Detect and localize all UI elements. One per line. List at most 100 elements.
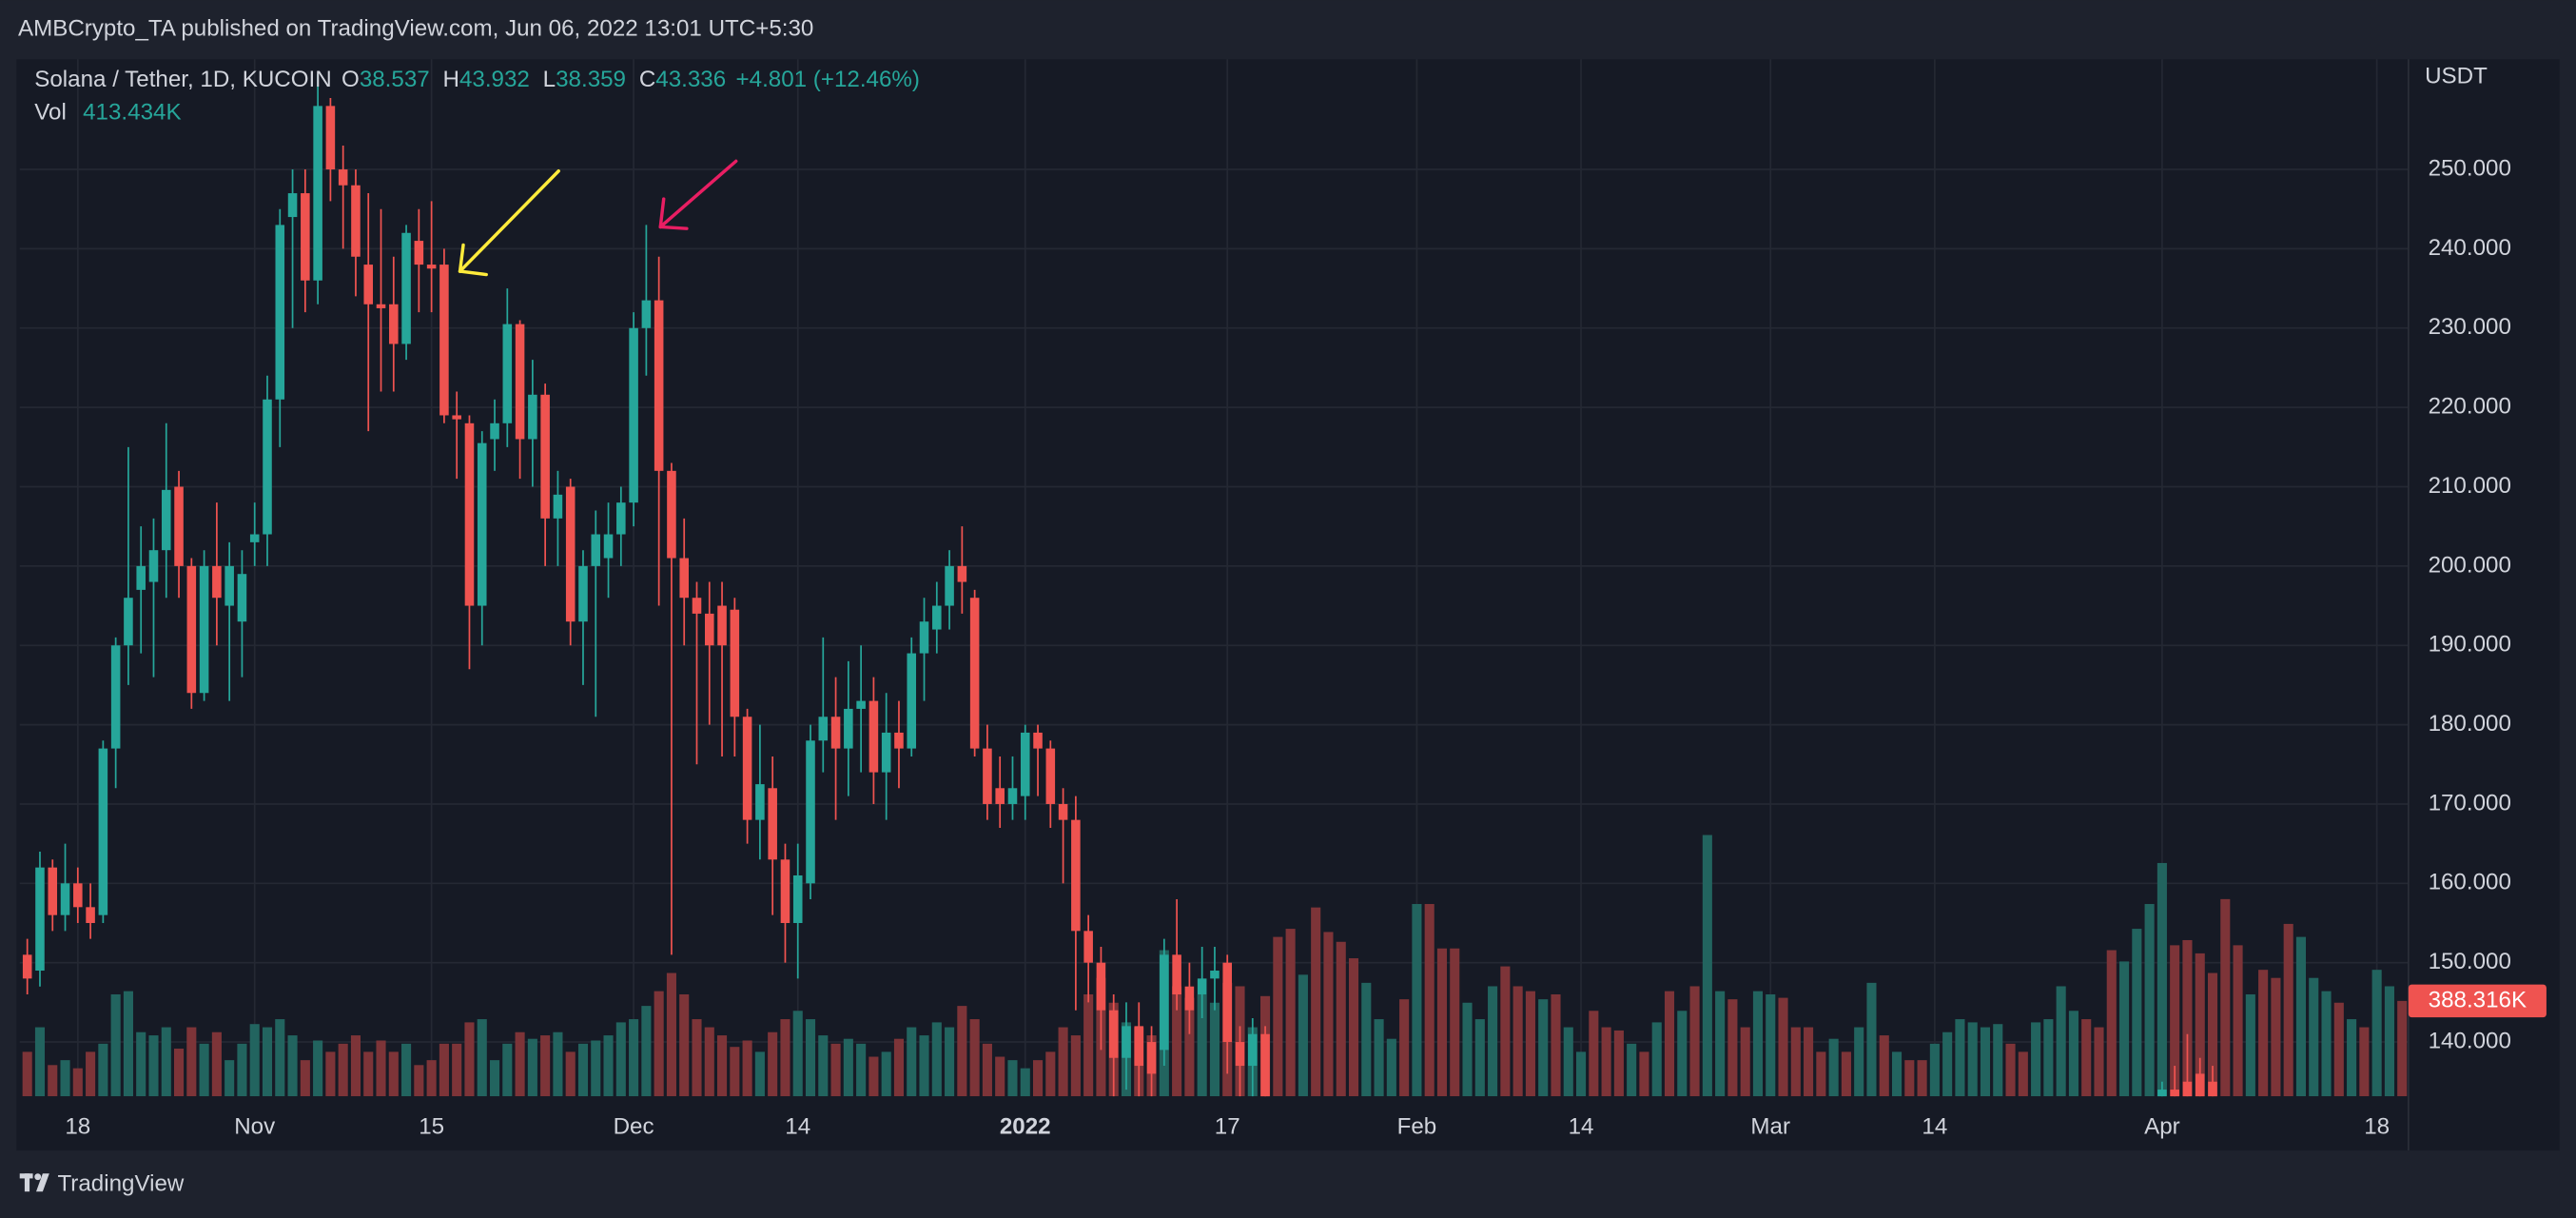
volume-bar bbox=[1790, 1027, 1801, 1097]
candle-body bbox=[35, 867, 45, 972]
volume-bar bbox=[186, 1027, 197, 1097]
candle-body bbox=[2182, 1081, 2193, 1097]
volume-bar bbox=[629, 1019, 639, 1097]
candle-body bbox=[540, 394, 550, 519]
volume-bar bbox=[1993, 1024, 2003, 1097]
candle-body bbox=[212, 565, 222, 599]
candle-body bbox=[1134, 1026, 1144, 1067]
volume-bar bbox=[86, 1051, 96, 1097]
volume-bar bbox=[2271, 977, 2281, 1097]
volume-bar bbox=[1664, 991, 1675, 1097]
volume-bar bbox=[1904, 1060, 1915, 1097]
candle-body bbox=[1071, 819, 1081, 932]
volume-bar bbox=[110, 993, 121, 1097]
candle-body bbox=[363, 265, 374, 304]
volume-bar bbox=[1551, 993, 1561, 1097]
volume-bar bbox=[1980, 1027, 1991, 1097]
volume-bar bbox=[1348, 958, 1359, 1097]
candle-body bbox=[1248, 1033, 1258, 1067]
x-tick-label: 17 bbox=[1215, 1113, 1240, 1139]
volume-bar bbox=[1828, 1038, 1839, 1097]
candle-body bbox=[22, 954, 32, 979]
volume-bar bbox=[2170, 945, 2180, 1097]
volume-bar bbox=[2359, 1027, 2370, 1097]
volume-bar bbox=[1639, 1051, 1649, 1097]
volume-bar bbox=[1766, 993, 1776, 1097]
candle-body bbox=[692, 598, 702, 614]
candle-body bbox=[60, 883, 70, 915]
candle-body bbox=[174, 486, 184, 566]
volume-bar bbox=[945, 1027, 955, 1097]
candle-body bbox=[73, 883, 83, 908]
volume-bar bbox=[818, 1035, 829, 1097]
last-volume-label: 388.316K bbox=[2429, 987, 2527, 1012]
volume-bar bbox=[2258, 970, 2269, 1097]
y-tick-label: 190.000 bbox=[2429, 632, 2511, 658]
candle-body bbox=[578, 565, 588, 622]
candle-body bbox=[1172, 954, 1181, 995]
candle-body bbox=[263, 399, 272, 535]
volume-bar bbox=[350, 1035, 361, 1097]
volume-bar bbox=[1816, 1051, 1826, 1097]
candle-body bbox=[148, 550, 159, 582]
c-label: C bbox=[639, 67, 655, 92]
symbol: Solana / Tether, 1D, KUCOIN bbox=[34, 67, 331, 92]
candle-body bbox=[2208, 1081, 2217, 1097]
candle-layer bbox=[22, 74, 2217, 1097]
volume-bar bbox=[654, 991, 664, 1097]
y-tick-label: 240.000 bbox=[2429, 235, 2511, 261]
volume-bar bbox=[1854, 1027, 1864, 1097]
volume-bar bbox=[717, 1035, 728, 1097]
volume-bar bbox=[1866, 982, 1877, 1097]
volume-bar bbox=[2295, 936, 2307, 1097]
volume-bar bbox=[615, 1022, 626, 1097]
yellow-arrow bbox=[458, 169, 560, 277]
volume-bar bbox=[60, 1060, 70, 1097]
volume-bar bbox=[161, 1027, 171, 1097]
y-tick-label: 150.000 bbox=[2429, 949, 2511, 974]
volume-bar bbox=[237, 1043, 247, 1097]
candle-body bbox=[325, 106, 336, 170]
volume-bar bbox=[2132, 929, 2142, 1097]
volume-bar bbox=[2309, 977, 2319, 1097]
candle-body bbox=[667, 470, 676, 559]
volume-bar bbox=[2043, 1019, 2054, 1097]
volume-bar bbox=[1412, 904, 1422, 1097]
volume-bar bbox=[1474, 1019, 1485, 1097]
volume-bar bbox=[2005, 1043, 2016, 1097]
volume-bar bbox=[426, 1060, 437, 1097]
volume-bar bbox=[211, 1031, 222, 1097]
volume-bar bbox=[48, 1065, 58, 1097]
volume-bar bbox=[2144, 904, 2155, 1097]
volume-bar bbox=[1488, 986, 1498, 1097]
volume-bar bbox=[1032, 1060, 1044, 1097]
volume-bar bbox=[2384, 986, 2394, 1097]
candle-body bbox=[1222, 962, 1233, 1043]
volume-bar bbox=[388, 1051, 399, 1097]
candle-body bbox=[2195, 1073, 2205, 1097]
y-tick-label: 230.000 bbox=[2429, 314, 2511, 340]
vol-label: Vol bbox=[34, 100, 67, 126]
brand: TradingView bbox=[57, 1171, 184, 1197]
volume-bar bbox=[1778, 997, 1788, 1097]
change: +4.801 (+12.46%) bbox=[736, 67, 920, 92]
candle-body bbox=[603, 534, 614, 559]
volume-bar bbox=[1512, 986, 1523, 1097]
volume-bar bbox=[1942, 1031, 1953, 1097]
candle-body bbox=[199, 565, 209, 694]
y-tick-label: 140.000 bbox=[2429, 1028, 2511, 1053]
volume-bar bbox=[1336, 941, 1346, 1097]
volume-bar bbox=[1601, 1027, 1611, 1097]
volume-bar bbox=[2068, 1011, 2078, 1097]
volume-bar bbox=[2119, 961, 2130, 1097]
candle-body bbox=[477, 442, 487, 606]
candle-body bbox=[287, 193, 298, 218]
y-tick-label: 200.000 bbox=[2429, 552, 2511, 578]
volume-bar bbox=[439, 1043, 449, 1097]
x-tick-label: 14 bbox=[1569, 1113, 1594, 1139]
volume-bar bbox=[1627, 1043, 1637, 1097]
volume-bar bbox=[2056, 986, 2066, 1097]
volume-bar bbox=[2182, 939, 2193, 1097]
candle-body bbox=[2170, 1090, 2179, 1097]
